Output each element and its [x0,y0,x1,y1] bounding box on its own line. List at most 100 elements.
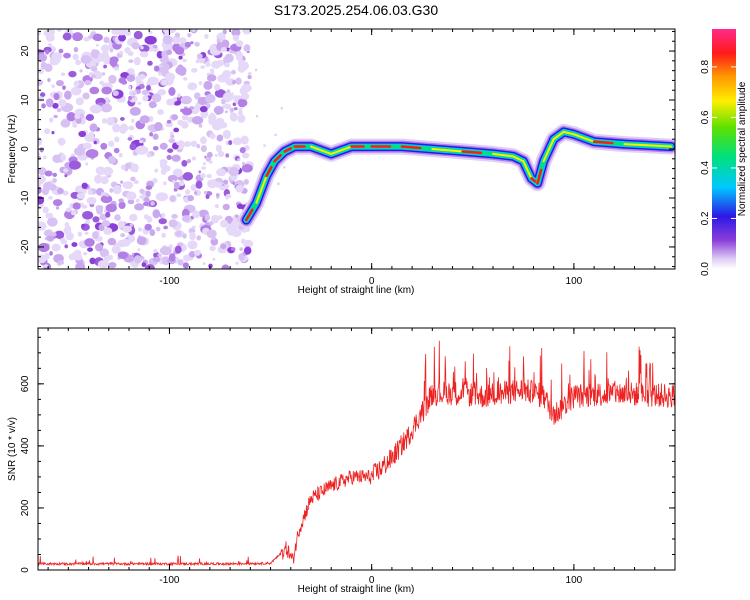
noise-blob [143,197,150,203]
noise-blob [146,216,153,223]
noise-blob [222,203,230,211]
noise-blob [182,58,187,63]
noise-blob [101,117,107,124]
noise-blob [182,172,194,181]
noise-blob [180,108,185,113]
noise-blob [44,170,53,177]
noise-blob [182,76,188,81]
colorbar-tick-label-0: 0.0 [700,262,711,276]
noise-blob [150,201,155,206]
spectrogram-x-axis-title: Height of straight line (km) [298,285,415,296]
noise-blob [159,246,172,256]
noise-blob [105,203,117,213]
noise-blob [144,264,155,269]
noise-blob [129,106,141,116]
noise-blob [231,29,241,37]
noise-blob [202,262,206,266]
noise-blob [179,37,187,44]
noise-blob [45,212,54,219]
noise-blob [138,73,146,80]
noise-blob [198,170,202,174]
noise-blob [126,74,136,82]
noise-blob [57,260,65,265]
noise-blob [112,90,119,97]
noise-blob [38,167,47,176]
noise-blob [73,80,80,88]
noise-blob [87,247,93,252]
noise-blob [127,137,133,141]
noise-blob [137,101,142,105]
noise-blob [192,210,200,219]
noise-blob [201,166,207,170]
noise-blob [82,252,88,256]
noise-blob [49,251,53,256]
noise-blob [64,222,70,228]
noise-blob [93,140,97,145]
noise-blob [133,255,142,264]
noise-blob [107,229,112,234]
noise-blob [174,32,181,38]
noise-blob [239,86,249,95]
noise-blob [52,172,58,178]
noise-blob [64,174,68,178]
noise-blob [130,176,136,182]
noise-blob [168,87,176,96]
noise-blob [85,149,99,159]
noise-blob [202,162,207,166]
noise-blob [221,39,230,48]
noise-blob [109,48,114,53]
noise-blob [49,117,54,123]
noise-blob [39,92,46,98]
noise-blob [119,123,129,133]
noise-blob [148,101,157,109]
noise-blob [220,243,227,250]
noise-blob [85,113,95,121]
noise-blob [239,147,246,154]
noise-blob [154,122,163,132]
noise-blob [118,198,124,203]
noise-blob [235,184,244,193]
noise-blob [223,179,229,185]
noise-blob [71,250,82,259]
noise-blob [56,29,62,32]
colorbar-tick-label-4: 0.8 [700,60,711,74]
noise-blob [56,108,62,113]
colorbar-tick-label-1: 0.2 [700,211,711,225]
noise-blob [58,99,67,107]
noise-blob [47,217,58,227]
noise-blob [107,237,117,246]
snr-ytick-label-1: 200 [20,499,31,516]
noise-blob [118,201,126,209]
noise-blob [230,247,236,251]
noise-blob [146,81,153,86]
noise-blob [221,264,230,269]
noise-blob [77,231,83,237]
noise-blob [208,160,213,164]
noise-blob [155,192,169,202]
ridge-core [400,145,422,150]
noise-blob [167,174,178,183]
noise-blob [71,242,78,247]
noise-blob [155,226,161,232]
noise-blob [206,174,212,179]
noise-blob [51,52,63,61]
noise-blob [241,161,245,166]
noise-blob [232,34,240,42]
noise-blob [62,32,72,41]
noise-blob [118,34,126,42]
noise-blob [74,113,81,120]
noise-blob [171,35,181,45]
noise-blob [191,29,196,32]
noise-blob [177,119,184,126]
noise-blob [240,92,250,101]
spectrogram-xtick-label-2: 100 [566,276,583,287]
noise-blob [156,50,164,59]
spectrogram-ytick-label-4: 20 [20,45,31,57]
noise-blob [38,175,46,183]
noise-blob [75,59,82,66]
noise-blob [228,166,239,177]
noise-blob [86,196,97,205]
noise-blob [57,137,66,145]
noise-blob [169,195,176,202]
noise-blob [198,81,203,86]
